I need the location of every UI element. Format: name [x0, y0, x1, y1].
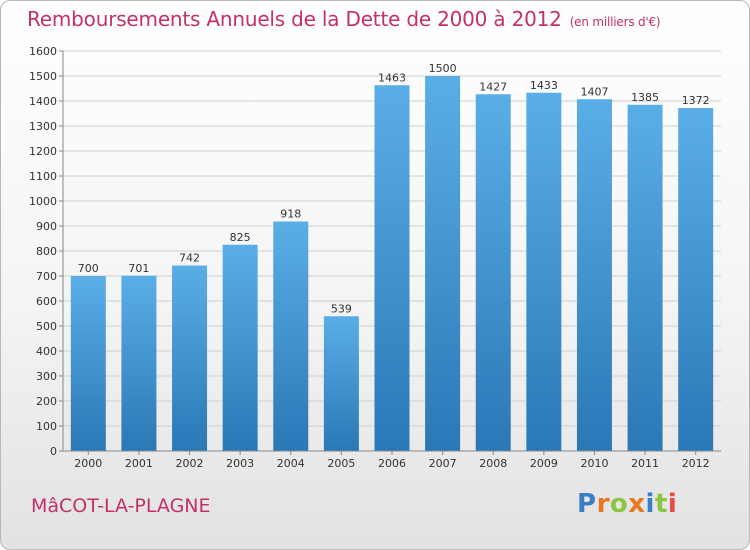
bar-2003: [222, 244, 258, 451]
bar-2000: [70, 276, 106, 451]
bar-2007: [425, 76, 461, 451]
y-tick-label-300: 300: [36, 370, 57, 383]
value-label-2011: 1385: [631, 91, 659, 104]
bar-2012: [678, 108, 714, 451]
y-tick-label-100: 100: [36, 420, 57, 433]
y-tick-label-1400: 1400: [29, 95, 57, 108]
bar-2009: [526, 92, 562, 451]
y-tick-label-800: 800: [36, 245, 57, 258]
x-tick-label-2004: 2004: [277, 457, 305, 470]
x-tick-label-2010: 2010: [580, 457, 608, 470]
value-label-2008: 1427: [479, 80, 507, 93]
logo-letter: r: [596, 489, 610, 519]
y-tick-label-1500: 1500: [29, 70, 57, 83]
bars: 700 701 742 825 918 539 1463 1500 1427 1433 1407 13…: [70, 62, 714, 451]
value-label-2006: 1463: [378, 71, 406, 84]
title-text: Remboursements Annuels de la Dette de 20…: [27, 7, 562, 31]
y-tick-label-1000: 1000: [29, 195, 57, 208]
logo-letter: o: [609, 489, 629, 519]
y-tick-label-700: 700: [36, 270, 57, 283]
x-tick-label-2012: 2012: [682, 457, 710, 470]
logo-letter: t: [654, 489, 668, 519]
y-tick-label-1100: 1100: [29, 170, 57, 183]
x-tick-label-2007: 2007: [429, 457, 457, 470]
y-tick-label-400: 400: [36, 345, 57, 358]
y-tick-label-200: 200: [36, 395, 57, 408]
place-name: MâCOT-LA-PLAGNE: [31, 495, 211, 517]
y-tick-label-600: 600: [36, 295, 57, 308]
x-tick-label-2006: 2006: [378, 457, 406, 470]
x-tick-label-2005: 2005: [327, 457, 355, 470]
bar-2010: [576, 99, 612, 451]
y-tick-label-900: 900: [36, 220, 57, 233]
bar-2002: [172, 265, 208, 451]
bar-2004: [273, 221, 309, 451]
bar-2006: [374, 85, 410, 451]
logo-letter: i: [667, 489, 678, 519]
value-label-2009: 1433: [530, 79, 558, 92]
x-tick-label-2008: 2008: [479, 457, 507, 470]
x-tick-label-2011: 2011: [631, 457, 659, 470]
bar-2005: [323, 316, 359, 451]
x-tick-label-2000: 2000: [74, 457, 102, 470]
title-unit: (en milliers d'€): [569, 15, 661, 29]
logo-letter: i: [645, 489, 655, 519]
x-tick-label-2001: 2001: [125, 457, 153, 470]
y-tick-label-1200: 1200: [29, 145, 57, 158]
bar-2011: [627, 104, 663, 451]
value-label-2007: 1500: [429, 62, 457, 75]
bar-2008: [475, 94, 511, 451]
x-tick-label-2003: 2003: [226, 457, 254, 470]
logo-letter: P: [577, 489, 597, 519]
y-tick-label-1600: 1600: [29, 45, 57, 58]
value-label-2012: 1372: [682, 94, 710, 107]
value-label-2004: 918: [280, 208, 301, 221]
y-tick-label-500: 500: [36, 320, 57, 333]
value-label-2002: 742: [179, 252, 200, 265]
chart-title: Remboursements Annuels de la Dette de 20…: [27, 7, 661, 31]
value-label-2000: 700: [78, 262, 99, 275]
value-label-2001: 701: [128, 262, 149, 275]
axes: 0 100 200 300 400 500 600 700 800 900 1000 1100 1200…: [29, 45, 721, 470]
value-label-2003: 825: [230, 231, 251, 244]
logo-letter: x: [628, 489, 646, 519]
proxiti-logo[interactable]: Proxiti: [577, 489, 677, 519]
y-tick-label-1300: 1300: [29, 120, 57, 133]
value-label-2010: 1407: [580, 85, 608, 98]
value-label-2005: 539: [331, 302, 352, 315]
y-tick-label-0: 0: [50, 445, 57, 458]
x-tick-label-2009: 2009: [530, 457, 558, 470]
x-tick-label-2002: 2002: [176, 457, 204, 470]
bar-2001: [121, 275, 157, 451]
